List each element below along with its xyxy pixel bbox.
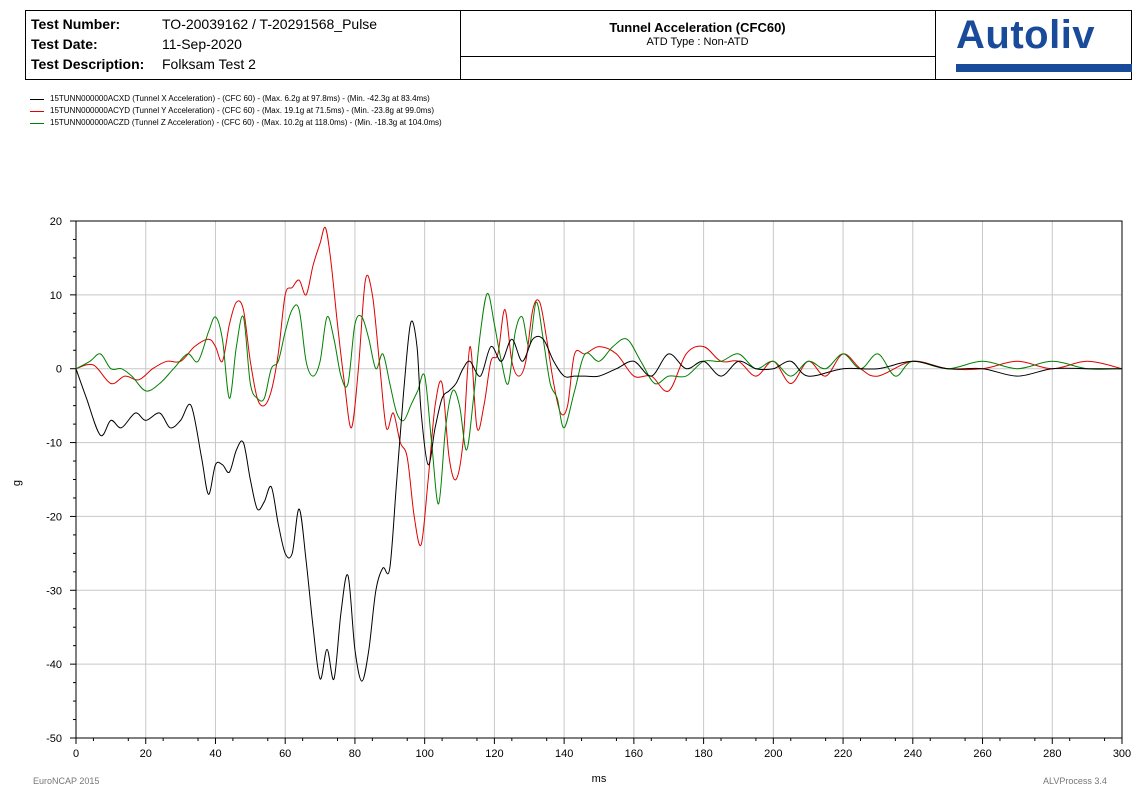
y-tick-label: 20	[50, 216, 62, 228]
logo-underline	[956, 64, 1132, 72]
test-description-value: Folksam Test 2	[162, 56, 256, 72]
chart-title: Tunnel Acceleration (CFC60)	[609, 20, 786, 35]
chart-title-panel: Tunnel Acceleration (CFC60) ATD Type : N…	[460, 11, 936, 79]
x-tick-label: 180	[694, 748, 712, 760]
x-tick-label: 100	[415, 748, 433, 760]
y-tick-label: 10	[50, 290, 62, 302]
x-tick-label: 140	[555, 748, 573, 760]
series-line-x-acceleration	[75, 320, 1122, 682]
y-tick-label: -50	[46, 733, 62, 745]
footer-software-version: ALVProcess 3.4	[1043, 776, 1107, 786]
y-tick-label: -30	[46, 585, 62, 597]
x-tick-label: 200	[764, 748, 782, 760]
x-axis-label: ms	[592, 773, 607, 785]
chart-series	[75, 226, 1123, 682]
test-number-label: Test Number:	[31, 16, 121, 32]
x-tick-label: 280	[1043, 748, 1061, 760]
autoliv-logo: Autoliv	[936, 11, 1132, 79]
chart-title-box: Tunnel Acceleration (CFC60) ATD Type : N…	[460, 11, 935, 57]
test-date-label: Test Date:	[31, 36, 98, 52]
x-tick-label: 80	[349, 748, 361, 760]
y-tick-label: -20	[46, 511, 62, 523]
legend-swatch-y	[30, 111, 44, 112]
x-tick-label: 240	[904, 748, 922, 760]
logo-wordmark: Autoliv	[956, 13, 1096, 57]
legend-label-z: 15TUNN000000ACZD (Tunnel Z Acceleration)…	[50, 118, 442, 127]
report-header: Test Number: TO-20039162 / T-20291568_Pu…	[25, 10, 1132, 80]
y-tick-label: -40	[46, 659, 62, 671]
y-tick-label: 0	[56, 364, 62, 376]
test-number-value: TO-20039162 / T-20291568_Pulse	[162, 16, 378, 32]
series-line-z-acceleration	[75, 292, 1123, 505]
y-tick-label: -10	[46, 438, 62, 450]
legend-swatch-z	[30, 123, 44, 124]
footer-standard: EuroNCAP 2015	[33, 776, 100, 786]
test-info-panel: Test Number: TO-20039162 / T-20291568_Pu…	[26, 11, 461, 79]
x-tick-label: 160	[625, 748, 643, 760]
x-tick-label: 0	[73, 748, 79, 760]
legend-label-x: 15TUNN000000ACXD (Tunnel X Acceleration)…	[50, 94, 430, 103]
test-description-label: Test Description:	[31, 56, 145, 72]
test-date-value: 11-Sep-2020	[162, 36, 242, 52]
x-tick-label: 40	[209, 748, 221, 760]
legend-swatch-x	[30, 99, 44, 100]
axis-ticks: 0 20 40 60 80 100 120 140 160 180 200 220 240 260 280 3…	[46, 216, 1131, 760]
plot-area-frame	[75, 220, 1123, 739]
x-tick-label: 60	[279, 748, 291, 760]
x-tick-label: 260	[973, 748, 991, 760]
chart-grid	[76, 221, 1122, 738]
x-tick-label: 300	[1113, 748, 1131, 760]
y-axis-label: g	[11, 480, 23, 486]
x-tick-label: 120	[485, 748, 503, 760]
series-line-y-acceleration	[75, 226, 1123, 547]
x-tick-label: 220	[834, 748, 852, 760]
x-tick-label: 20	[140, 748, 152, 760]
atd-type: ATD Type : Non-ATD	[646, 36, 749, 48]
legend-label-y: 15TUNN000000ACYD (Tunnel Y Acceleration)…	[50, 106, 435, 115]
